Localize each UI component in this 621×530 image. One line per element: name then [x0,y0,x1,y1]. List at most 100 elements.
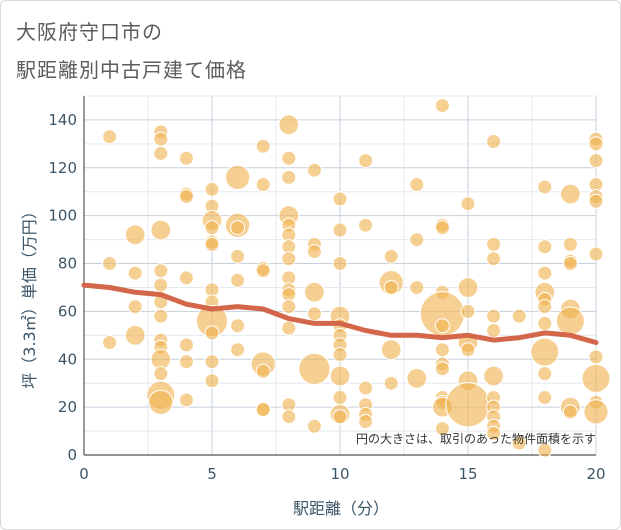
data-point [560,183,581,205]
data-point [178,354,194,370]
data-point [537,239,553,255]
data-point [230,342,246,358]
data-point [460,342,476,358]
y-tick-label: 20 [58,398,77,416]
data-point [511,308,527,324]
y-axis-label: 坪（3.3㎡）単価（万円） [20,203,39,388]
data-point [358,153,374,169]
data-point [230,318,246,334]
data-point [329,365,351,387]
data-point [434,421,450,437]
data-point [153,308,169,324]
x-tick-label: 20 [586,465,605,483]
data-point [588,193,604,209]
y-tick-label: 80 [58,255,77,273]
y-tick-label: 60 [58,302,77,320]
data-point [255,263,271,279]
data-point [537,442,553,458]
data-point [204,181,220,197]
data-point [434,318,450,334]
y-tick-label: 0 [67,446,77,464]
x-axis-ticks: 0 5 10 15 20 [79,465,605,483]
data-point [281,320,297,336]
data-point [255,402,271,418]
data-point [537,179,553,195]
data-point [178,392,194,408]
size-annotation: 円の大きさは、取引のあった物件面積を示す [356,431,596,446]
data-point [150,219,172,241]
data-point [281,409,297,425]
data-point [434,98,450,114]
data-points [102,98,611,458]
data-point [332,222,348,238]
x-axis-label: 駅距離（分） [293,499,389,518]
data-point [537,265,553,281]
data-point [486,236,502,252]
data-point [332,390,348,406]
data-point [127,265,143,281]
data-point [588,246,604,262]
data-point [281,169,297,185]
data-point [358,380,374,396]
data-point [511,435,527,451]
data-point [457,277,479,298]
data-point [178,270,194,286]
data-point [153,131,169,147]
data-point [306,162,322,178]
data-point [383,375,399,391]
chart-title-line2: 駅距離別中古戸建て価格 [16,58,247,82]
data-point [102,256,118,272]
data-point [281,299,297,315]
data-point [304,281,325,303]
data-point [583,399,609,425]
data-point [530,337,560,367]
data-point [562,256,578,272]
data-point [555,306,585,336]
data-point [102,335,118,351]
data-point [434,361,450,377]
data-point [332,346,348,362]
data-point [204,354,220,370]
data-point [562,404,578,420]
data-point [124,224,146,246]
data-point [230,220,246,236]
data-point [255,138,271,154]
data-point [178,150,194,166]
data-point [102,129,118,145]
y-tick-label: 120 [48,159,77,177]
data-point [148,389,174,415]
data-point [409,232,425,248]
data-point [486,133,502,149]
data-point [332,409,348,425]
data-point [204,220,220,236]
data-point [178,337,194,353]
data-point [278,114,300,136]
data-point [281,251,297,267]
data-point [153,145,169,161]
data-point [178,189,194,205]
data-point [581,363,611,393]
data-point [434,220,450,236]
data-point [153,277,169,293]
data-point [409,177,425,193]
data-point [281,150,297,166]
data-point [562,236,578,252]
data-point [224,164,251,190]
data-point [332,256,348,272]
y-tick-label: 100 [48,207,77,225]
data-point [460,303,476,319]
data-point [486,308,502,324]
data-point [298,352,331,385]
x-tick-label: 5 [207,465,217,483]
data-point [380,339,402,361]
data-point [445,382,491,428]
data-point [124,324,146,346]
data-point [383,248,399,264]
y-tick-label: 40 [58,350,77,368]
y-axis-ticks: 0 20 40 60 80 100 120 140 [48,111,77,464]
data-point [537,299,553,315]
data-point [460,196,476,212]
chart-title-line1: 大阪府守口市の [16,20,163,44]
x-tick-label: 15 [458,465,477,483]
data-point [588,153,604,169]
